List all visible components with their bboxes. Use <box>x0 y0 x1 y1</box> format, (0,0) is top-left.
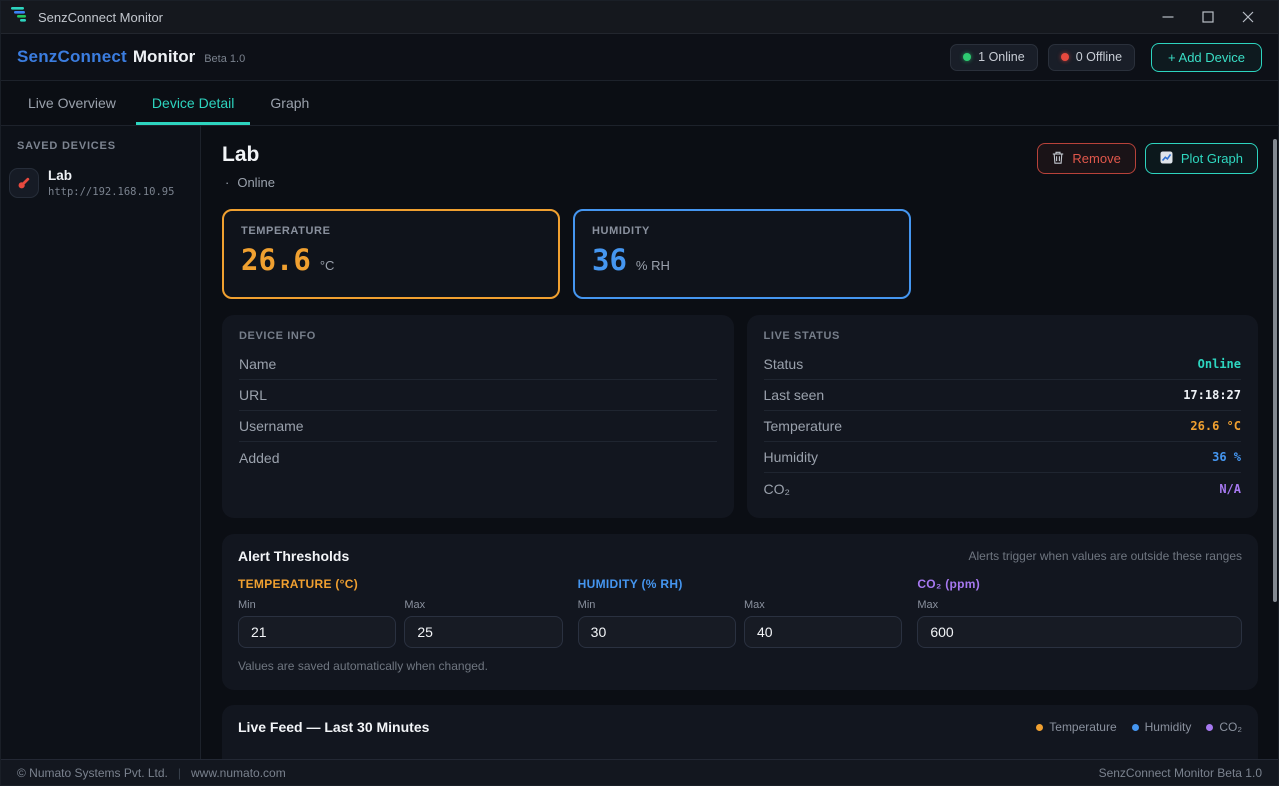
live-status-row-last-seen: Last seen 17:18:27 <box>763 380 1241 411</box>
device-info-row-name: Name <box>239 349 717 380</box>
threshold-group-co2: CO₂ (ppm) Max <box>917 577 1243 648</box>
temperature-gauge-unit: °C <box>319 258 335 273</box>
remove-button-label: Remove <box>1072 151 1121 166</box>
legend-co2: CO₂ <box>1206 720 1242 734</box>
footer-website: www.numato.com <box>191 765 286 780</box>
humidity-gauge-value: 36 <box>592 243 627 277</box>
status-bullet: · <box>225 175 230 190</box>
beta-label: Beta 1.0 <box>204 53 246 65</box>
live-feed-title: Live Feed — Last 30 Minutes <box>238 719 430 735</box>
sidebar-device-lab[interactable]: Lab http://192.168.10.95 <box>9 168 190 198</box>
footer-app-version: SenzConnect Monitor Beta 1.0 <box>1098 765 1262 780</box>
threshold-group-temperature: TEMPERATURE (°C) Min Max <box>238 577 563 648</box>
live-status-row-temperature: Temperature 26.6 °C <box>763 411 1241 442</box>
thresholds-autosave-note: Values are saved automatically when chan… <box>238 659 488 673</box>
temperature-gauge-card: TEMPERATURE 26.6 °C <box>222 209 560 299</box>
titlebar: SenzConnect Monitor <box>1 1 1278 34</box>
window-controls <box>1148 1 1268 34</box>
app-logo-icon <box>11 6 29 28</box>
live-status-row-humidity: Humidity 36 % <box>763 442 1241 473</box>
device-url: http://192.168.10.95 <box>48 186 175 198</box>
live-status-row-co2: CO₂ N/A <box>763 480 1242 497</box>
close-button[interactable] <box>1228 1 1268 34</box>
temperature-gauge-value: 26.6 <box>241 243 311 277</box>
tab-bar: Live Overview Device Detail Graph <box>1 81 1278 126</box>
plot-graph-button[interactable]: Plot Graph <box>1144 143 1258 174</box>
tab-live-overview[interactable]: Live Overview <box>28 95 116 111</box>
humidity-legend-dot-icon <box>1131 723 1139 731</box>
temp-max-input[interactable] <box>404 616 563 648</box>
co2-legend-dot-icon <box>1206 723 1214 731</box>
temperature-gauge-label: TEMPERATURE <box>241 225 331 237</box>
tab-graph[interactable]: Graph <box>270 95 310 111</box>
offline-count-badge: 0 Offline <box>1047 43 1136 71</box>
sidebar: SAVED DEVICES Lab http://192.168.10.95 <box>1 126 201 759</box>
remove-device-button[interactable]: Remove <box>1037 143 1136 174</box>
temp-min-label: Min <box>238 599 256 611</box>
live-status-panel: LIVE STATUS Status Online Last seen 17:1… <box>746 315 1258 518</box>
humidity-gauge-unit: % RH <box>635 258 670 273</box>
threshold-group-humidity: HUMIDITY (% RH) Min Max <box>577 577 903 648</box>
offline-dot-icon <box>1060 53 1069 61</box>
trash-icon <box>1052 151 1064 167</box>
offline-count-label: 0 Offline <box>1075 50 1123 64</box>
tab-device-detail[interactable]: Device Detail <box>135 81 251 125</box>
status-footer: © Numato Systems Pvt. Ltd. | www.numato.… <box>1 759 1278 785</box>
chart-icon <box>1160 151 1173 167</box>
online-dot-icon <box>963 53 972 61</box>
humidity-max-input[interactable] <box>744 616 903 648</box>
alert-thresholds-title: Alert Thresholds <box>238 548 350 564</box>
device-info-row-url: URL <box>239 380 717 411</box>
window-title: SenzConnect Monitor <box>38 9 164 25</box>
add-device-button[interactable]: + Add Device <box>1151 42 1262 72</box>
alert-thresholds-panel: Alert Thresholds Alerts trigger when val… <box>222 534 1258 690</box>
online-count-label: 1 Online <box>978 50 1025 64</box>
device-info-panel: DEVICE INFO Name URL Username <box>222 315 734 518</box>
maximize-button[interactable] <box>1188 1 1228 34</box>
device-status-line: · Online <box>222 175 275 190</box>
saved-devices-heading: SAVED DEVICES <box>17 140 116 152</box>
live-feed-panel: Live Feed — Last 30 Minutes Temperature … <box>222 705 1258 759</box>
brand: SenzConnect Monitor Beta 1.0 <box>17 47 245 67</box>
app-header: SenzConnect Monitor Beta 1.0 1 Online 0 … <box>1 34 1278 81</box>
footer-company: © Numato Systems Pvt. Ltd. <box>17 765 168 780</box>
footer-separator: | <box>177 765 182 780</box>
humidity-min-input[interactable] <box>577 616 737 648</box>
temp-max-label: Max <box>404 599 426 611</box>
device-info-row-username: Username <box>239 411 717 442</box>
online-count-badge: 1 Online <box>950 43 1038 71</box>
humidity-gauge-label: HUMIDITY <box>592 225 650 237</box>
main-content: Lab · Online Remove <box>201 126 1278 759</box>
minimize-button[interactable] <box>1148 1 1188 34</box>
humidity-min-label: Min <box>577 599 596 611</box>
vertical-scrollbar-thumb[interactable] <box>1273 139 1277 602</box>
alert-thresholds-hint: Alerts trigger when values are outside t… <box>968 549 1243 563</box>
co2-max-label: Max <box>917 599 939 611</box>
live-status-row-status: Status Online <box>763 349 1241 380</box>
status-text: Online <box>237 175 275 190</box>
co2-max-input[interactable] <box>917 616 1243 648</box>
plot-graph-button-label: Plot Graph <box>1180 151 1243 166</box>
live-feed-legend: Temperature Humidity CO₂ <box>1036 720 1242 734</box>
temp-min-input[interactable] <box>238 616 397 648</box>
humidity-gauge-card: HUMIDITY 36 % RH <box>573 209 911 299</box>
brand-secondary: Monitor <box>132 47 196 66</box>
thermometer-icon <box>9 168 39 198</box>
device-info-heading: DEVICE INFO <box>239 330 316 342</box>
page-title: Lab <box>222 143 260 166</box>
legend-temperature: Temperature <box>1036 720 1117 734</box>
brand-primary: SenzConnect <box>17 47 127 66</box>
device-name: Lab <box>48 168 73 183</box>
humidity-max-label: Max <box>744 599 765 611</box>
temperature-legend-dot-icon <box>1036 723 1044 731</box>
live-status-heading: LIVE STATUS <box>763 330 840 342</box>
device-info-row-added: Added <box>239 449 280 466</box>
legend-humidity: Humidity <box>1131 720 1191 734</box>
